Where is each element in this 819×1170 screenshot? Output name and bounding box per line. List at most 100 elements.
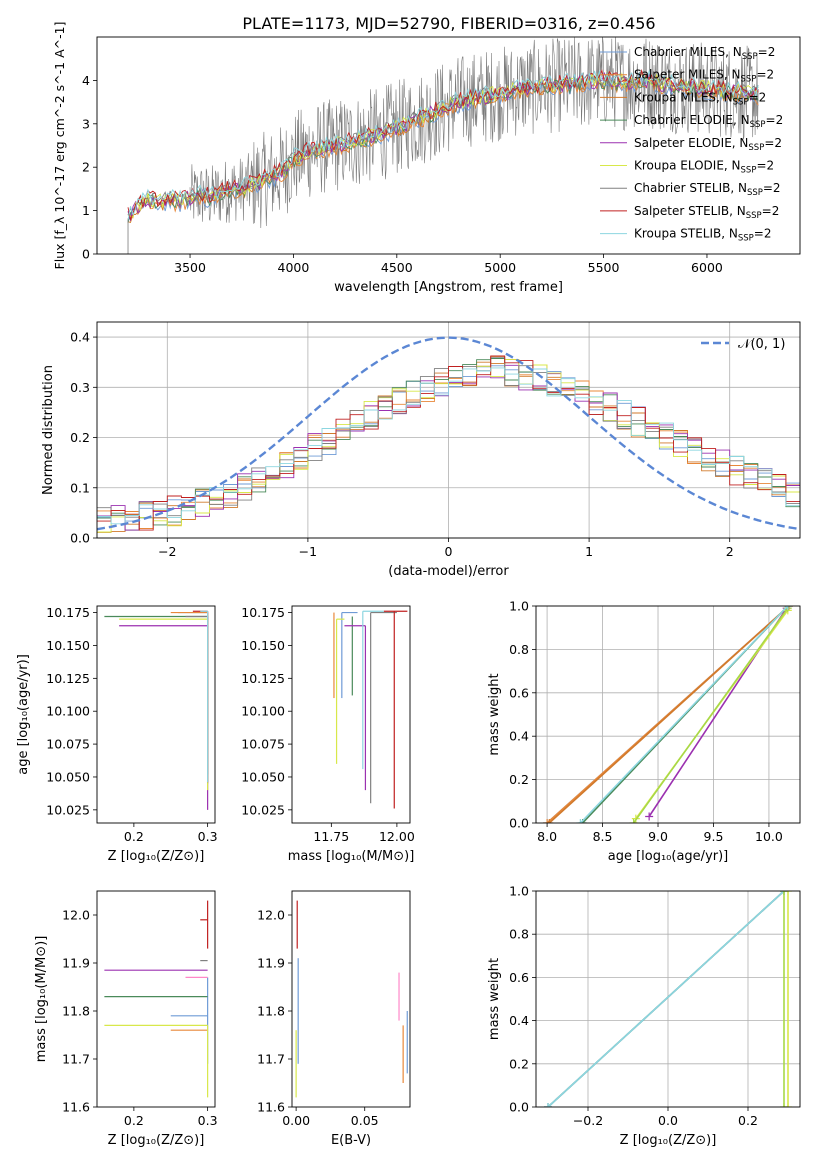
y-tick-label: 10.175 — [241, 605, 285, 620]
y-tick-label: 10.025 — [46, 802, 90, 817]
y-tick-label: 10.175 — [46, 605, 90, 620]
legend-suffix: =2 — [764, 136, 782, 150]
legend: Chabrier MILES, NSSP=2 Salpeter MILES, NS… — [600, 45, 783, 244]
y-axis-label: Normed distribution — [41, 365, 56, 495]
y-tick-label: 1.0 — [509, 884, 529, 899]
axes-frame — [535, 890, 801, 1108]
y-tick-label: 11.6 — [257, 1100, 285, 1115]
legend-suffix: =2 — [756, 159, 774, 173]
legend-subscript: SSP — [741, 75, 757, 85]
y-axis-label: Flux [f_λ 10^-17 erg cm^-2 s^-1 A^-1] — [52, 22, 67, 270]
model-series — [127, 69, 759, 222]
y-tick-label: 10.050 — [241, 769, 285, 784]
series-marker — [545, 819, 554, 823]
panel-age-vs-Z: 0.2 0.3 10.025 10.050 10.075 10.100 10.125 10.1… — [16, 605, 218, 864]
panel-age-vs-mass: 11.75 12.00 10.025 10.050 10.075 10.100 10.125… — [241, 605, 415, 864]
x-tick-label: 5500 — [588, 260, 620, 275]
y-tick-label: 0.0 — [509, 1100, 529, 1115]
axes-frame — [291, 890, 411, 1108]
y-tick-label: 10.100 — [46, 704, 90, 719]
y-tick-label: 0.6 — [509, 685, 529, 700]
y-tick-label: 10.025 — [241, 802, 285, 817]
y-tick-label: 10.150 — [46, 638, 90, 653]
series-marker — [784, 1103, 792, 1107]
legend-subscript: SSP — [750, 120, 766, 130]
x-axis-label: age [log₁₀(age/yr)] — [608, 849, 729, 864]
legend-subscript: SSP — [748, 143, 764, 153]
x-tick-label: 8.5 — [593, 829, 613, 844]
cumulative-lines — [544, 891, 792, 1107]
figure-title: PLATE=1173, MJD=52790, FIBERID=0316, z=0… — [242, 14, 655, 33]
x-axis-label: Z [log₁₀(Z/Z⊙)] — [108, 849, 205, 864]
x-axis-label: E(B-V) — [331, 1133, 371, 1148]
y-tick-label: 1.0 — [509, 599, 529, 614]
series-marker — [576, 819, 585, 823]
x-tick-label: 12.00 — [379, 829, 415, 844]
y-tick-label: 11.7 — [257, 1052, 285, 1067]
x-tick-label: 2 — [726, 544, 734, 559]
y-tick-label: 10.075 — [241, 737, 285, 752]
x-tick-label: −0.2 — [573, 1113, 603, 1128]
legend-label: Kroupa ELODIE, NSSP=2 — [634, 159, 774, 176]
series-marker — [645, 812, 654, 821]
x-tick-label: 0.00 — [282, 1113, 310, 1128]
x-tick-label: 0.3 — [198, 1113, 218, 1128]
x-axis-label: (data-model)/error — [388, 564, 509, 579]
y-tick-label: 11.8 — [62, 1004, 90, 1019]
y-tick-label: 0.6 — [509, 970, 529, 985]
x-tick-label: 6000 — [691, 260, 723, 275]
x-tick-label: −2 — [158, 544, 176, 559]
series-marker — [780, 1103, 788, 1107]
series-line — [547, 891, 785, 1107]
y-tick-label: 0 — [82, 247, 90, 262]
y-tick-label: 10.050 — [46, 769, 90, 784]
legend-suffix: =2 — [754, 227, 772, 241]
error-bars — [104, 900, 209, 1098]
legend-label: Chabrier STELIB, NSSP=2 — [634, 181, 781, 198]
x-tick-label: 4500 — [381, 260, 413, 275]
series-marker — [629, 819, 638, 823]
y-tick-label: 0.8 — [509, 927, 529, 942]
axes-frame — [291, 605, 411, 824]
panel-spectrum: 3500 4000 4500 5000 5500 6000 0 1 2 3 4 wavelength … — [52, 22, 801, 295]
legend-suffix: =2 — [758, 45, 776, 59]
observed-spectrum — [189, 37, 759, 229]
y-tick-label: 2 — [82, 160, 90, 175]
y-tick-label: 1 — [82, 203, 90, 218]
x-tick-label: 9.5 — [704, 829, 724, 844]
y-tick-label: 0.0 — [509, 816, 529, 831]
legend-subscript: SSP — [746, 211, 762, 221]
legend-label: Salpeter ELODIE, NSSP=2 — [634, 136, 782, 153]
legend-subscript: SSP — [738, 234, 754, 244]
series-line — [579, 606, 789, 823]
y-tick-label: 11.6 — [62, 1100, 90, 1115]
x-tick-label: 0 — [445, 544, 453, 559]
x-axis-label: Z [log₁₀(Z/Z⊙)] — [620, 1133, 717, 1148]
panel-residuals: −2 −1 0 1 2 0.0 0.1 0.2 0.3 0.4 (data-model)/error… — [41, 321, 801, 579]
y-tick-label: 10.100 — [241, 704, 285, 719]
y-tick-label: 11.7 — [62, 1052, 90, 1067]
series-marker — [783, 606, 792, 610]
y-tick-label: 11.9 — [257, 956, 285, 971]
y-tick-label: 4 — [82, 73, 90, 88]
x-axis-label: wavelength [Angstrom, rest frame] — [334, 280, 563, 295]
legend-subscript: SSP — [741, 166, 757, 176]
x-tick-label: 0.0 — [658, 1113, 678, 1128]
panel-mass-weight-vs-age: 8.0 8.5 9.0 9.5 10.0 0.0 0.2 0.4 0.6 0.8 1.0 age [l… — [487, 599, 801, 864]
legend-suffix: =2 — [763, 181, 781, 195]
x-tick-label: −1 — [299, 544, 317, 559]
legend-subscript: SSP — [742, 52, 758, 62]
error-bars — [104, 610, 209, 810]
x-tick-label: 3500 — [174, 260, 206, 275]
y-tick-label: 0.0 — [70, 531, 90, 546]
y-axis-label: age [log₁₀(age/yr)] — [16, 654, 31, 775]
legend-label: Chabrier ELODIE, NSSP=2 — [634, 113, 783, 130]
series-marker — [543, 819, 552, 823]
y-tick-label: 12.0 — [257, 908, 285, 923]
panels: 3500 4000 4500 5000 5500 6000 0 1 2 3 4 wavelength … — [16, 22, 801, 1148]
series-marker — [544, 1103, 552, 1107]
legend-label: Salpeter MILES, NSSP=2 — [634, 68, 774, 85]
y-tick-label: 12.0 — [62, 908, 90, 923]
spectrum-plot — [127, 37, 759, 254]
series-marker — [780, 891, 788, 895]
